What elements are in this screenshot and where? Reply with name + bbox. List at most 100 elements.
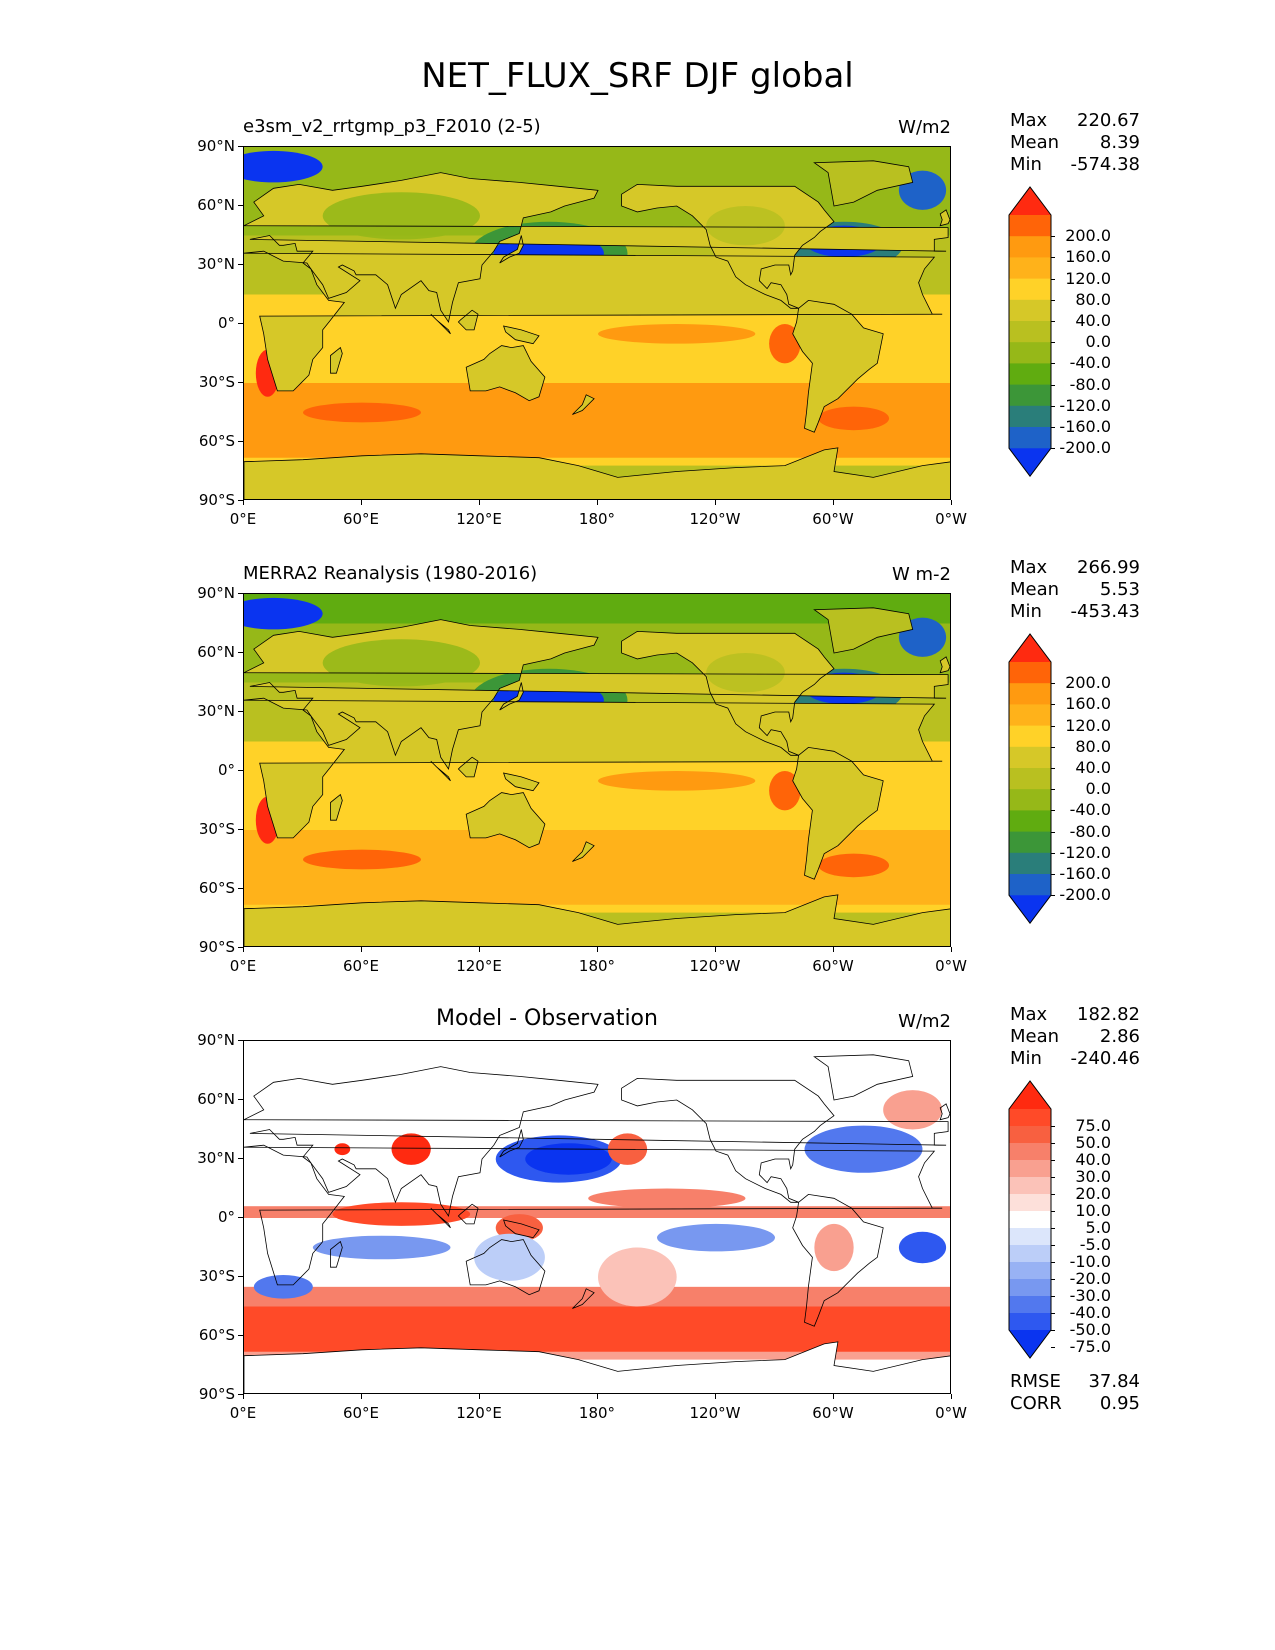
field-blob [598,1247,677,1307]
colorbar-label: 20.0 [1075,1184,1111,1203]
colorbar-3 [1008,1080,1052,1359]
colorbar-tick [1051,257,1055,259]
lat-tick-mark [238,1276,243,1277]
lon-tick-label: 180° [578,1404,616,1422]
field-blob [588,1188,746,1209]
stats-block: Max 220.67 Mean 8.39 Min -574.38 [1010,110,1140,176]
map-frame [243,146,951,500]
colorbar-tick [1051,278,1055,280]
colorbar-label: 75.0 [1075,1116,1111,1135]
colorbar-label: -200.0 [1059,885,1111,905]
stat-corr: CORR 0.95 [1010,1393,1140,1415]
stat-value: 182.82 [1077,1004,1140,1025]
colorbar-label: -120.0 [1059,395,1111,415]
colorbar-label: -200.0 [1059,438,1111,458]
stats-block: Max 182.82 Mean 2.86 Min -240.46 [1010,1004,1140,1070]
units-label: W m-2 [891,564,951,585]
stat-min: Min -574.38 [1010,154,1140,176]
colorbar-segment [1009,1143,1051,1161]
colorbar-label: 30.0 [1075,1167,1111,1186]
map-frame [243,593,951,947]
colorbar-tick [1051,448,1055,450]
field-blob [474,1233,545,1281]
field-blob [706,653,785,693]
colorbar-tick [1051,1143,1055,1144]
colorbar-tick [1051,831,1055,833]
lat-tick-mark [238,888,243,889]
lon-tick-mark [243,1394,244,1399]
coastline-newguinea [502,325,540,345]
colorbar-tick [1051,384,1055,386]
coastline-northAmerica [621,630,835,756]
coastline-borneo [457,756,479,778]
coastline-australia [465,345,546,402]
panel-title: Model - Observation [436,1006,658,1031]
colorbar-extend-top [1009,187,1051,215]
colorbar-label: 200.0 [1065,673,1111,693]
coastline-newzealand [572,841,595,862]
figure-title: NET_FLUX_SRF DJF global [421,56,854,96]
units-label: W/m2 [898,117,951,138]
lon-tick-label: 60°E [342,957,380,975]
coastline-uk [939,209,950,227]
map-plot [244,147,950,499]
colorbar-tick [1051,895,1055,897]
stat-mean: Mean 2.86 [1010,1026,1140,1048]
colorbar-tick [1051,1211,1055,1212]
colorbar-extend-bottom [1009,1330,1051,1358]
colorbar-tick [1051,321,1055,322]
stat-max: Max 266.99 [1010,557,1140,579]
lon-tick-label: 60°W [812,510,854,528]
colorbar-segment [1009,1296,1051,1314]
colorbar-label: -5.0 [1079,1235,1111,1254]
field-band [244,1206,950,1218]
field-blob [334,1143,351,1156]
coastline-madagascar [330,793,343,821]
colorbar-label: 200.0 [1065,226,1111,246]
coastline-sumatra [430,313,451,335]
lat-tick-mark [238,593,243,594]
colorbar-segment [1009,278,1051,301]
land-africa [244,698,943,838]
lat-tick-label: 60°N [197,1090,235,1108]
land-northAmerica [621,631,834,756]
field-blob [657,1223,775,1252]
colorbar-segment [1009,662,1051,684]
lon-tick-label: 60°E [342,1404,380,1422]
lon-tick-label: 0°E [229,1404,257,1422]
lon-tick-label: 60°W [812,1404,854,1422]
stat-min: Min -453.43 [1010,601,1140,623]
coastline-northAmerica [621,183,835,309]
lon-tick-label: 120°W [689,957,741,975]
field-blob [804,1125,923,1173]
colorbar-label: 40.0 [1075,1150,1111,1169]
field-blob [312,1235,451,1260]
field-blob [598,324,756,344]
coastline-eurasia [244,172,949,324]
colorbar-segment [1009,1245,1051,1263]
lon-tick-label: 120°E [456,510,502,528]
colorbar-segment [1009,1126,1051,1144]
colorbar-label: 5.0 [1085,1218,1111,1237]
colorbar-extend-top [1009,634,1051,662]
field-blob [883,1090,943,1130]
coastline-japan [499,1129,524,1158]
colorbar-tick [1051,1296,1055,1297]
colorbar-tick [1051,236,1055,238]
lon-tick-label: 0°E [229,957,257,975]
field-layer [244,147,950,499]
colorbar-segment [1009,725,1051,748]
land-northAmerica [621,184,834,309]
field-band [244,904,950,913]
colorbar-label: -30.0 [1069,1286,1111,1305]
lat-tick-label: 0° [217,314,235,332]
land-greenland [814,1054,913,1100]
colorbar-label: -20.0 [1069,1269,1111,1288]
lon-tick-label: 120°E [456,1404,502,1422]
colorbar-extend-bottom [1009,895,1051,924]
lon-tick-mark [479,947,480,952]
stat-mean: Mean 8.39 [1010,132,1140,154]
lat-tick-label: 60°S [198,879,235,897]
field-blob [303,402,421,423]
panel-title: MERRA2 Reanalysis (1980-2016) [243,563,538,584]
